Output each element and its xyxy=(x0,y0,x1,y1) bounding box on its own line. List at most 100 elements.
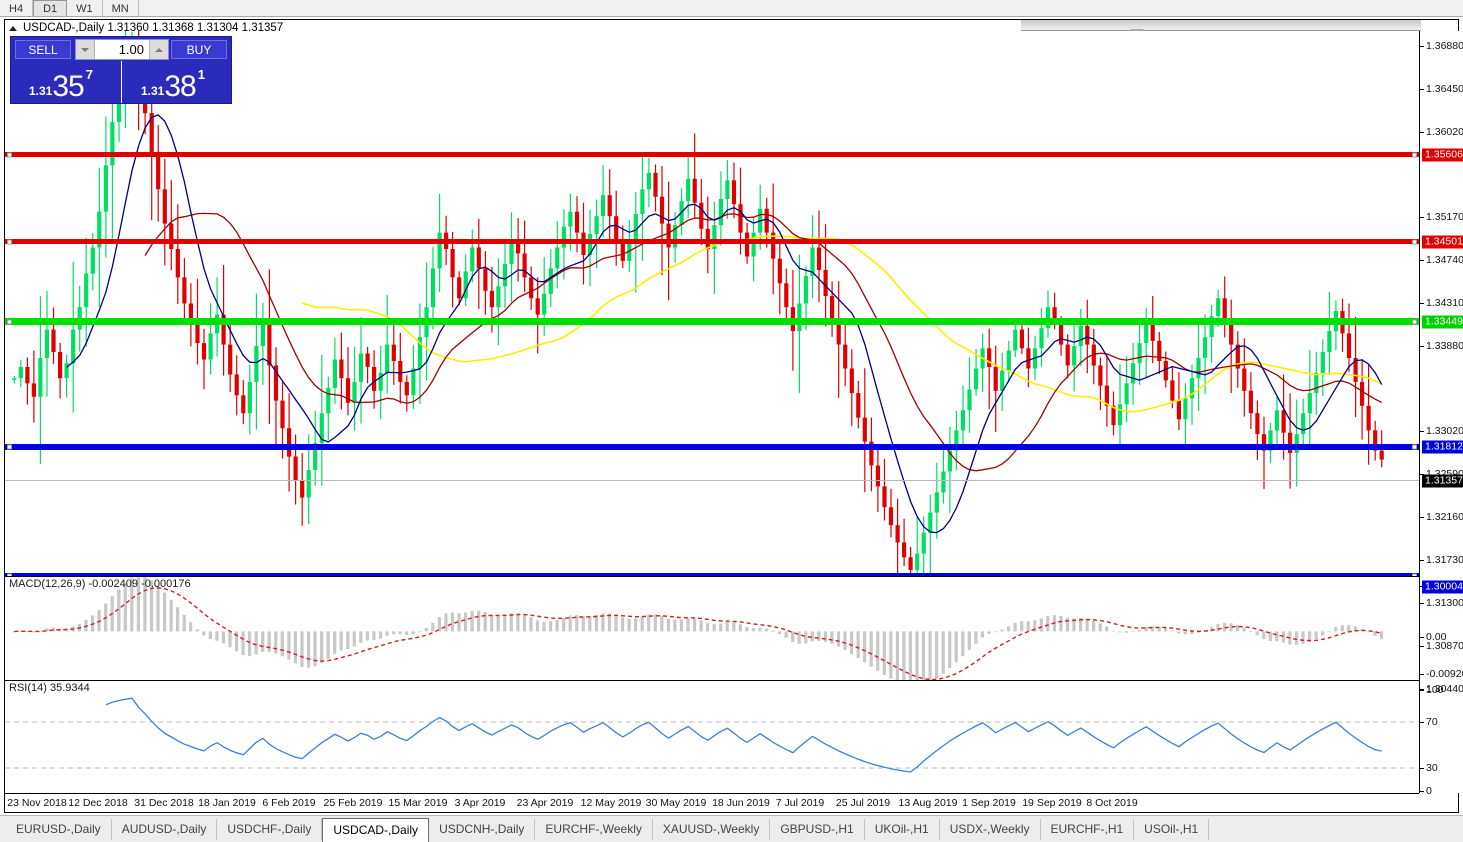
chart-tab-eurchfh1[interactable]: EURCHF-,H1 xyxy=(1041,818,1135,840)
timeframe-tab-mn[interactable]: MN xyxy=(102,0,139,16)
timeframe-tab-w1[interactable]: W1 xyxy=(67,0,103,16)
price-pane[interactable] xyxy=(5,31,1419,576)
line-handle-right[interactable] xyxy=(1412,444,1417,450)
chart-tab-usdxweekly[interactable]: USDX-,Weekly xyxy=(940,818,1041,840)
line-handle-left[interactable] xyxy=(7,239,12,244)
buy-button[interactable]: BUY xyxy=(171,40,227,59)
candle-body xyxy=(771,232,776,259)
macd-bar xyxy=(1177,631,1181,634)
volume-increase-button[interactable] xyxy=(149,40,168,59)
chart-scrollbar[interactable] xyxy=(1021,20,1421,31)
candle-body xyxy=(810,247,815,276)
macd-bar xyxy=(1242,627,1246,632)
line-handle-left[interactable] xyxy=(7,573,12,576)
price-tick-label: 1.30440 xyxy=(1426,683,1463,695)
buy-price-display[interactable]: 1.31 38 1 xyxy=(123,61,231,103)
volume-decrease-button[interactable] xyxy=(76,40,95,59)
support-line-1[interactable] xyxy=(5,444,1419,450)
macd-bar xyxy=(202,631,206,636)
chart-tab-eurchfweekly[interactable]: EURCHF-,Weekly xyxy=(535,818,653,840)
candle-body xyxy=(358,353,364,382)
candle-body xyxy=(960,410,966,431)
line-handle-right[interactable] xyxy=(1412,319,1417,324)
date-axis[interactable]: 23 Nov 2018 12 Dec 2018 31 Dec 2018 18 Jan … xyxy=(5,793,1419,812)
chart-tab-usdchfdaily[interactable]: USDCHF-,Daily xyxy=(217,818,323,840)
candle-body xyxy=(1000,370,1005,391)
volume-input[interactable]: 1.00 xyxy=(118,42,144,57)
price-scale[interactable]: 1.36880 1.36450 1.36020 1.35170 1.34740 1.343… xyxy=(1419,31,1463,797)
date-axis-label: 23 Nov 2018 xyxy=(7,797,67,809)
candle-body xyxy=(738,204,743,233)
candle-body xyxy=(751,232,756,257)
candle-body xyxy=(1353,358,1358,382)
macd-bar xyxy=(1379,631,1384,640)
candle-body xyxy=(993,367,998,391)
price-tick xyxy=(1420,603,1424,604)
candle-body xyxy=(110,122,115,166)
macd-bar xyxy=(706,623,710,632)
price-level-tag[interactable]: 1.31357 xyxy=(1422,474,1463,488)
line-handle-left[interactable] xyxy=(7,152,12,157)
volume-stepper[interactable]: 1.00 xyxy=(75,39,169,60)
macd-bar xyxy=(863,631,867,663)
sell-price-display[interactable]: 1.31 35 7 xyxy=(11,61,119,103)
collapse-triangle-icon[interactable] xyxy=(9,25,17,31)
candle-body xyxy=(784,283,789,308)
sell-button[interactable]: SELL xyxy=(15,40,71,59)
line-handle-right[interactable] xyxy=(1412,573,1417,576)
timeframe-tab-d1[interactable]: D1 xyxy=(33,0,68,16)
line-handle-right[interactable] xyxy=(1412,239,1417,244)
one-click-trading-panel[interactable]: SELL 1.00 BUY 1.31 35 7 xyxy=(10,36,232,104)
macd-bar xyxy=(123,583,127,632)
macd-bar xyxy=(293,631,297,664)
macd-bar xyxy=(804,631,808,644)
candle-body xyxy=(686,178,691,202)
resistance-line-2[interactable] xyxy=(5,239,1419,244)
chart-tab-ukoilh1[interactable]: UKOil-,H1 xyxy=(865,818,940,840)
line-handle-right[interactable] xyxy=(1412,152,1417,157)
candle-body xyxy=(18,367,23,379)
macd-bar xyxy=(326,631,330,659)
rsi-pane[interactable]: RSI(14) 35.9344 xyxy=(5,680,1419,793)
macd-bar xyxy=(1098,623,1102,632)
macd-bar xyxy=(19,630,23,632)
price-level-tag[interactable]: 1.35606 xyxy=(1422,148,1463,162)
line-handle-left[interactable] xyxy=(7,319,12,324)
pivot-line[interactable] xyxy=(5,318,1419,325)
price-level-tag[interactable]: 1.34501 xyxy=(1422,235,1463,249)
macd-pane[interactable]: MACD(12,26,9) -0.002409 -0.000176 xyxy=(5,576,1419,680)
candle-body xyxy=(535,298,540,315)
chart-tab-usoilh1[interactable]: USOil-,H1 xyxy=(1134,818,1210,840)
line-handle-left[interactable] xyxy=(7,444,12,450)
price-level-tag[interactable]: 1.33449 xyxy=(1422,315,1463,329)
candle-body xyxy=(1078,325,1083,347)
candle-body xyxy=(797,303,802,332)
macd-bar xyxy=(1353,626,1357,632)
macd-bar xyxy=(130,577,134,632)
macd-bar xyxy=(1262,631,1266,640)
macd-bar xyxy=(392,631,396,635)
candle-body xyxy=(888,507,894,526)
candle-body xyxy=(836,318,841,345)
timeframe-tab-h4[interactable]: H4 xyxy=(0,0,34,16)
resistance-line-1[interactable] xyxy=(5,152,1419,157)
chart-tab-eurusddaily[interactable]: EURUSD-,Daily xyxy=(6,818,112,840)
macd-bar xyxy=(673,619,677,632)
buy-price-prefix: 1.31 xyxy=(141,84,165,98)
macd-bar xyxy=(542,621,546,632)
price-level-tag[interactable]: 1.30004 xyxy=(1422,580,1463,594)
support-line-2[interactable] xyxy=(5,573,1419,576)
chart-tab-audusddaily[interactable]: AUDUSD-,Daily xyxy=(112,818,218,840)
macd-bar xyxy=(588,616,592,632)
macd-bar xyxy=(313,631,317,667)
date-axis-label: 8 Oct 2019 xyxy=(1086,797,1138,809)
candle-body xyxy=(1137,343,1142,364)
chart-tab-usdcaddaily[interactable]: USDCAD-,Daily xyxy=(322,817,430,842)
chart-tab-gbpusdh1[interactable]: GBPUSD-,H1 xyxy=(770,818,865,840)
macd-bar xyxy=(333,631,337,654)
candle-body xyxy=(928,512,933,533)
chart-tab-usdcnhdaily[interactable]: USDCNH-,Daily xyxy=(429,818,536,840)
price-level-tag[interactable]: 1.31812 xyxy=(1422,440,1463,454)
price-tick-label: 1.36880 xyxy=(1426,40,1463,52)
chart-tab-xauusdweekly[interactable]: XAUUSD-,Weekly xyxy=(653,818,771,840)
